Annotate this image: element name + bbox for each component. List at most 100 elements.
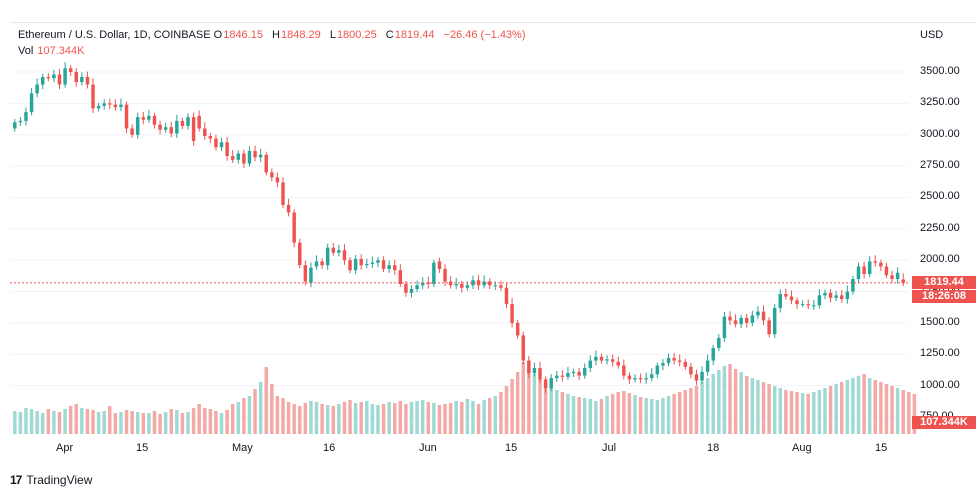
tradingview-logo[interactable]: 17 TradingView — [10, 473, 92, 487]
volume-bar — [108, 406, 112, 434]
volume-bar — [543, 384, 548, 434]
candle-body — [717, 337, 721, 348]
volume-bar — [689, 388, 693, 434]
candle-body — [398, 270, 403, 285]
volume-bar — [158, 414, 162, 434]
candle-body — [175, 120, 179, 134]
candle-body — [655, 365, 660, 375]
low-value: 1800.25 — [336, 29, 377, 41]
candle-body — [247, 151, 252, 164]
volume-bar — [169, 409, 173, 434]
volume-bar — [303, 403, 308, 434]
volume-bar — [119, 412, 123, 434]
candle-body — [208, 135, 213, 139]
candle-body — [325, 247, 330, 266]
volume-bar — [795, 392, 799, 434]
candle-body — [638, 378, 643, 380]
high-value: 1848.29 — [280, 29, 321, 41]
volume-bar — [599, 399, 604, 434]
candle-body — [298, 242, 302, 266]
candle-body — [180, 120, 185, 126]
candle-body — [761, 311, 766, 321]
price-tick-label: 3000.00 — [920, 127, 960, 140]
candle-body — [689, 366, 693, 375]
candle-body — [823, 292, 827, 296]
volume-bar — [784, 390, 788, 434]
volume-bar — [454, 401, 458, 434]
volume-bar — [823, 388, 827, 434]
last-price-tag: 1819.44 — [912, 276, 976, 289]
candle-body — [499, 285, 503, 288]
candle-body — [85, 77, 90, 85]
candle-body — [225, 142, 229, 157]
candle-body — [879, 262, 883, 267]
candle-body — [834, 295, 838, 298]
candle-body — [203, 128, 207, 136]
volume-bar — [175, 410, 179, 434]
volume-bar — [884, 384, 889, 434]
volume-bar — [348, 400, 352, 434]
candle-body — [739, 317, 743, 325]
volume-bar — [426, 402, 431, 434]
volume-bar — [186, 412, 190, 434]
volume-bar — [225, 410, 229, 434]
candle-body — [219, 142, 224, 148]
candle-body — [40, 77, 45, 85]
low-label: L — [329, 29, 336, 41]
volume-bar — [806, 394, 810, 434]
candle-body — [705, 360, 710, 372]
candle-body — [96, 105, 101, 109]
candle-body — [152, 115, 157, 125]
candle-body — [270, 172, 274, 178]
candle-body — [588, 360, 593, 369]
volume-bar — [102, 411, 106, 434]
volume-bar — [812, 392, 816, 434]
candle-body — [426, 282, 431, 285]
time-tick-label: Apr — [56, 442, 74, 454]
volume-bar — [242, 398, 246, 434]
volume-bar — [661, 398, 665, 434]
price-tick-label: 1250.00 — [920, 347, 960, 360]
volume-bar — [655, 400, 660, 434]
chart-area[interactable] — [10, 22, 976, 465]
volume-bar — [460, 402, 464, 434]
candle-body — [750, 315, 755, 323]
volume-bar — [286, 402, 291, 434]
volume-bar — [722, 366, 727, 434]
volume-bar — [879, 382, 883, 434]
candle-body — [538, 368, 542, 380]
candle-body — [242, 153, 246, 164]
volume-label: Vol — [18, 45, 34, 57]
candle-body — [35, 84, 39, 94]
volume-bar — [504, 386, 509, 434]
candle-body — [186, 117, 190, 126]
candle-body — [800, 304, 805, 306]
time-tick-label: 18 — [707, 442, 720, 454]
candle-body — [521, 335, 525, 361]
volume-bar — [325, 405, 330, 434]
volume-bar — [527, 369, 531, 434]
candle-body — [275, 177, 280, 183]
volume-bar — [828, 386, 833, 434]
volume-bar — [437, 405, 442, 434]
candle-body — [331, 247, 336, 253]
countdown-tag: 18:26:08 — [912, 290, 976, 303]
candle-body — [57, 74, 62, 85]
candle-body — [661, 363, 665, 366]
close-value: 1819.44 — [394, 29, 435, 41]
volume-bar — [482, 400, 486, 434]
candle-body — [236, 153, 241, 160]
volume-bar — [376, 405, 380, 434]
candle-body — [756, 311, 760, 316]
volume-bar — [52, 411, 56, 434]
change-value: −26.46 (−1.43%) — [443, 29, 526, 41]
volume-bar — [258, 382, 263, 434]
volume-bar — [476, 404, 481, 434]
volume-bar — [443, 404, 447, 434]
candle-body — [253, 151, 257, 158]
candle-body — [314, 261, 319, 267]
candle-body — [901, 279, 905, 283]
candle-body — [24, 112, 28, 121]
volume-bar — [342, 402, 347, 434]
